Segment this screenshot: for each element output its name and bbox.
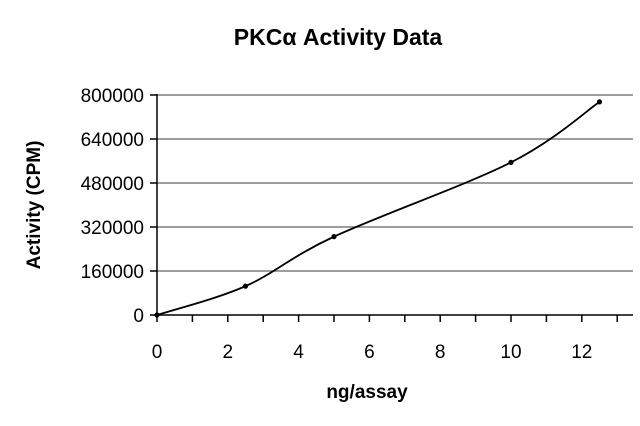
x-tick-label: 12	[571, 342, 592, 363]
series-line	[156, 101, 601, 316]
y-axis-label: Activity (CPM)	[24, 141, 45, 270]
y-tick-label: 0	[133, 306, 144, 327]
y-axis-ticks: 0 160000 320000 480000 640000 800000	[81, 86, 157, 327]
data-point	[596, 99, 603, 105]
y-tick-label: 320000	[81, 218, 144, 239]
y-tick-label: 800000	[81, 86, 144, 107]
x-tick-label: 0	[152, 342, 163, 363]
x-tick-label: 6	[364, 342, 375, 363]
chart-title: PKCα Activity Data	[234, 24, 443, 50]
x-axis-ticks: 0 2 4 6 8 10 12	[152, 315, 618, 363]
gridlines	[157, 94, 633, 272]
x-tick-label: 8	[435, 342, 446, 363]
data-point	[508, 159, 514, 165]
data-point	[242, 283, 249, 289]
x-axis-label: ng/assay	[326, 382, 408, 403]
x-tick-label: 4	[293, 342, 304, 363]
x-tick-label: 10	[500, 342, 521, 363]
y-tick-label: 160000	[81, 262, 144, 283]
y-tick-label: 480000	[81, 174, 144, 195]
data-point	[154, 312, 160, 318]
y-tick-label: 640000	[81, 130, 144, 151]
axes	[156, 94, 633, 316]
data-point	[331, 234, 337, 240]
x-tick-label: 2	[223, 342, 234, 363]
series-group	[154, 99, 603, 318]
